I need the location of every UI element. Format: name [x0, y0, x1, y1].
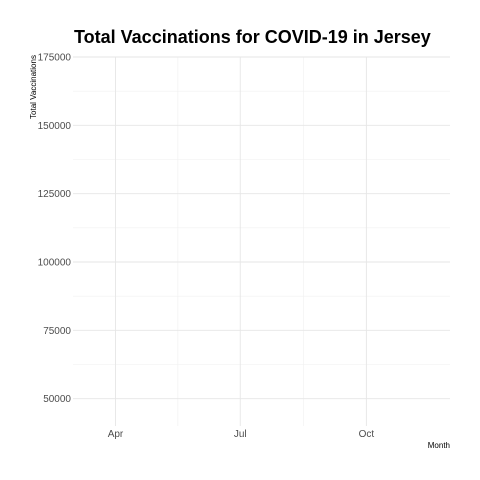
y-axis-tick-labels: 50000 75000 100000 125000 150000 175000 — [38, 53, 72, 406]
minor-gridlines — [73, 57, 450, 426]
x-tick-label: Apr — [108, 429, 124, 440]
y-tick-label: 50000 — [43, 394, 71, 405]
x-axis-tick-labels: Apr Jul Oct — [108, 429, 375, 440]
major-gridlines — [73, 56, 450, 426]
y-tick-label: 100000 — [38, 258, 72, 269]
y-axis-label: Total Vaccinations — [29, 55, 38, 119]
chart-title: Total Vaccinations for COVID-19 in Jerse… — [74, 27, 431, 47]
x-tick-label: Oct — [359, 429, 375, 440]
y-tick-label: 150000 — [38, 121, 72, 132]
y-tick-label: 75000 — [43, 326, 71, 337]
y-tick-label: 175000 — [38, 53, 72, 64]
x-tick-label: Jul — [234, 429, 247, 440]
y-tick-label: 125000 — [38, 189, 72, 200]
x-axis-label: Month — [428, 441, 450, 450]
